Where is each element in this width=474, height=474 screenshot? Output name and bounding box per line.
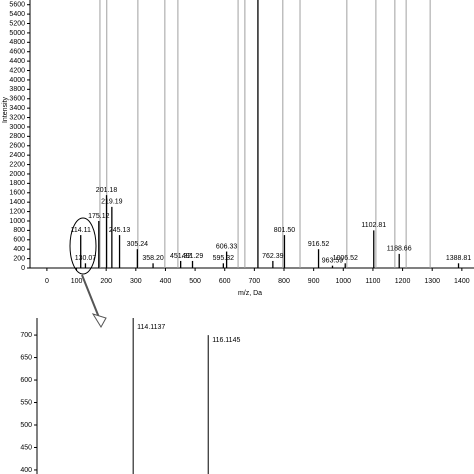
peak-label: 130.07 xyxy=(75,255,97,262)
peak-label: 245.13 xyxy=(109,227,131,234)
y-tick-label: 1600 xyxy=(9,190,25,197)
x-tick-label: 100 xyxy=(71,278,83,285)
y-tick-label: 200 xyxy=(13,255,25,262)
y-tick-label: 3600 xyxy=(9,96,25,103)
y-tick-label: 2600 xyxy=(9,143,25,150)
y-tick-label: 4400 xyxy=(9,58,25,65)
y-tick-label: 2200 xyxy=(9,161,25,168)
y-tick-label: 4200 xyxy=(9,67,25,74)
y-tick-label: 450 xyxy=(20,444,32,451)
y-tick-label: 3400 xyxy=(9,105,25,112)
peak-label: 963.59 xyxy=(322,257,344,264)
y-tick-label: 650 xyxy=(20,354,32,361)
peak-label: 1188.66 xyxy=(387,246,412,253)
y-tick-label: 2000 xyxy=(9,171,25,178)
peak-label: 116.1145 xyxy=(212,337,240,344)
y-tick-label: 2400 xyxy=(9,152,25,159)
peak-label: 491.29 xyxy=(182,253,204,260)
y-tick-label: 4800 xyxy=(9,39,25,46)
peak-label: 801.50 xyxy=(274,227,296,234)
x-tick-label: 300 xyxy=(130,278,142,285)
peak-label: 1388.81 xyxy=(446,255,471,262)
y-tick-label: 700 xyxy=(20,332,32,339)
y-tick-label: 1400 xyxy=(9,199,25,206)
y-tick-label: 3800 xyxy=(9,86,25,93)
peak-label: 114.11 xyxy=(71,227,91,234)
arrow xyxy=(81,274,101,321)
y-tick-label: 0 xyxy=(21,265,25,272)
peak-label: 114.1137 xyxy=(137,324,165,331)
y-tick-label: 600 xyxy=(13,237,25,244)
peak-label: 358.20 xyxy=(142,255,164,262)
y-tick-label: 3200 xyxy=(9,114,25,121)
x-tick-label: 1100 xyxy=(365,278,380,285)
y-tick-label: 400 xyxy=(13,246,25,253)
x-tick-label: 600 xyxy=(219,278,231,285)
y-tick-label: 5000 xyxy=(9,30,25,37)
peak-label: 762.39 xyxy=(262,253,284,260)
y-tick-label: 4000 xyxy=(9,77,25,84)
peak-label: 175.12 xyxy=(88,213,110,220)
y-axis-label: Intensity xyxy=(2,96,9,123)
y-tick-label: 5400 xyxy=(9,11,25,18)
y-tick-label: 1000 xyxy=(9,218,25,225)
y-tick-label: 5600 xyxy=(9,2,25,9)
highlight xyxy=(69,217,97,275)
peak-label: 1006.52 xyxy=(333,255,358,262)
peak-label: 606.33 xyxy=(216,243,238,250)
y-tick-label: 4600 xyxy=(9,49,25,56)
peak-label: 305.24 xyxy=(127,241,149,248)
x-tick-label: 1400 xyxy=(454,278,470,285)
peak-label: 219.19 xyxy=(101,199,123,206)
y-tick-label: 500 xyxy=(20,422,32,429)
x-tick-label: 0 xyxy=(45,278,49,285)
x-tick-label: 200 xyxy=(100,278,112,285)
y-tick-label: 400 xyxy=(20,467,32,474)
x-tick-label: 1000 xyxy=(336,278,352,285)
x-tick-label: 400 xyxy=(160,278,172,285)
arrow-head xyxy=(91,313,107,328)
y-tick-label: 3000 xyxy=(9,124,25,131)
y-tick-label: 5200 xyxy=(9,20,25,27)
peak-label: 201.18 xyxy=(96,187,118,194)
x-tick-label: 900 xyxy=(308,278,320,285)
x-tick-label: 1300 xyxy=(424,278,440,285)
x-tick-label: 500 xyxy=(189,278,201,285)
x-tick-label: 1200 xyxy=(395,278,411,285)
peak-label: 1102.81 xyxy=(361,222,386,229)
x-tick-label: 700 xyxy=(249,278,261,285)
peak-label: 451.32 xyxy=(170,253,192,260)
y-tick-label: 550 xyxy=(20,399,32,406)
peak-label: 595.32 xyxy=(213,255,235,262)
y-tick-label: 800 xyxy=(13,227,25,234)
y-tick-label: 1200 xyxy=(9,208,25,215)
x-axis-label: m/z, Da xyxy=(238,290,262,297)
y-tick-label: 1800 xyxy=(9,180,25,187)
y-tick-label: 2800 xyxy=(9,133,25,140)
y-tick-label: 600 xyxy=(20,377,32,384)
x-tick-label: 800 xyxy=(278,278,290,285)
peak-label: 916.52 xyxy=(308,241,330,248)
